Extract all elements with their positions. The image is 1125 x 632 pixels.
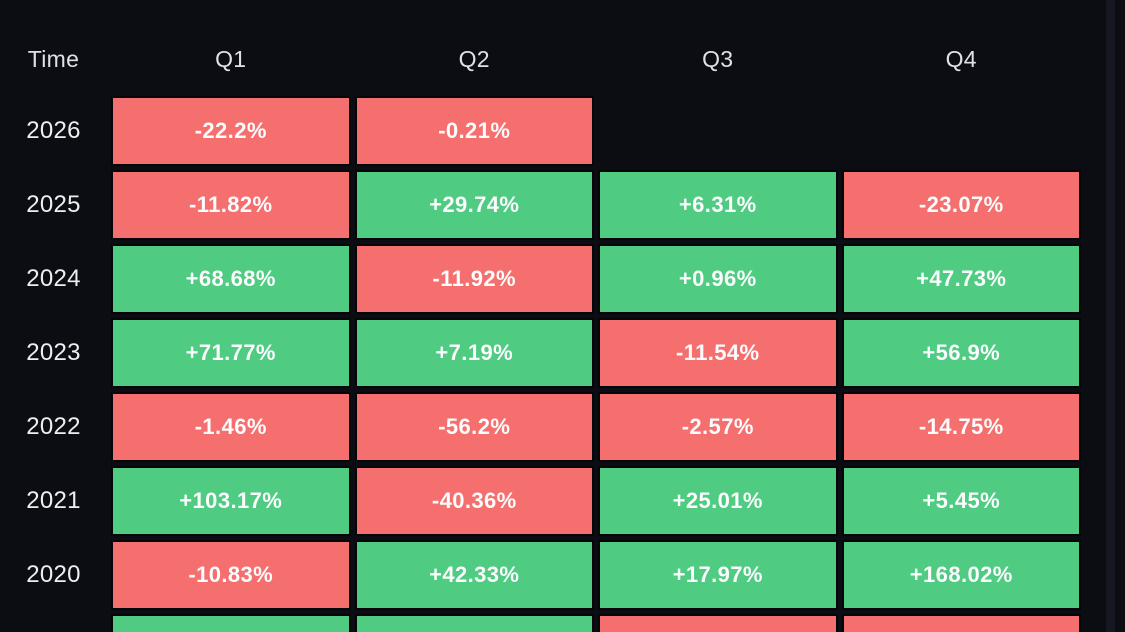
return-cell: -11.82% [111,170,351,240]
return-cell: -2.57% [598,392,838,462]
return-cell: +5.45% [841,466,1081,536]
quarter-column-header-q3: Q3 [702,45,734,72]
return-cell: +6.31% [598,170,838,240]
return-cell: +17.97% [598,540,838,610]
right-edge-strip [1106,0,1115,632]
return-cell: +0.96% [598,244,838,314]
return-cell: -40.36% [354,466,594,536]
quarter-column-header-q1: Q1 [215,45,247,72]
year-label [0,614,107,632]
quarterly-returns-table: Time Q1 Q2 Q3 Q4 2026 -22.2% -0.21% 2025 -11.82%… [0,45,1082,632]
return-cell [842,96,1082,166]
year-label: 2024 [26,265,81,292]
return-cell: -0.21% [354,96,594,166]
return-cell [841,614,1081,632]
year-label: 2025 [26,191,81,218]
return-cell [354,614,594,632]
year-label: 2023 [26,339,81,366]
return-cell: -22.2% [111,96,351,166]
return-cell: -23.07% [841,170,1081,240]
year-label: 2021 [26,487,81,514]
quarter-column-header-q4: Q4 [945,45,977,72]
return-cell [111,614,351,632]
return-cell: +25.01% [598,466,838,536]
return-cell: +29.74% [354,170,594,240]
time-column-header: Time [27,45,80,72]
return-cell: -11.54% [598,318,838,388]
return-cell: -10.83% [111,540,351,610]
return-cell: -1.46% [111,392,351,462]
year-label: 2020 [26,561,81,588]
return-cell: -14.75% [841,392,1081,462]
return-cell: +168.02% [841,540,1081,610]
return-cell: +7.19% [354,318,594,388]
return-cell: -11.92% [354,244,594,314]
return-cell: +42.33% [354,540,594,610]
return-cell: +103.17% [111,466,351,536]
return-cell: +47.73% [841,244,1081,314]
year-label: 2026 [26,117,81,144]
return-cell: -56.2% [354,392,594,462]
return-cell [598,96,838,166]
return-cell: +56.9% [841,318,1081,388]
return-cell: +71.77% [111,318,351,388]
year-label: 2022 [26,413,81,440]
return-cell: +68.68% [111,244,351,314]
return-cell [598,614,838,632]
quarter-column-header-q2: Q2 [458,45,490,72]
